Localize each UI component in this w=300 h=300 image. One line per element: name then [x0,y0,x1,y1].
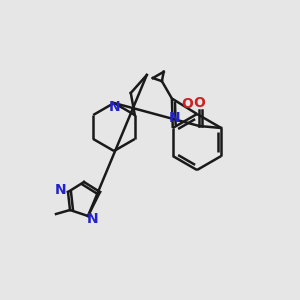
Text: N: N [87,212,99,226]
Text: N: N [55,183,67,197]
Text: O: O [181,97,193,111]
Text: N: N [169,111,180,125]
Text: N: N [109,100,121,114]
Text: O: O [193,96,205,110]
